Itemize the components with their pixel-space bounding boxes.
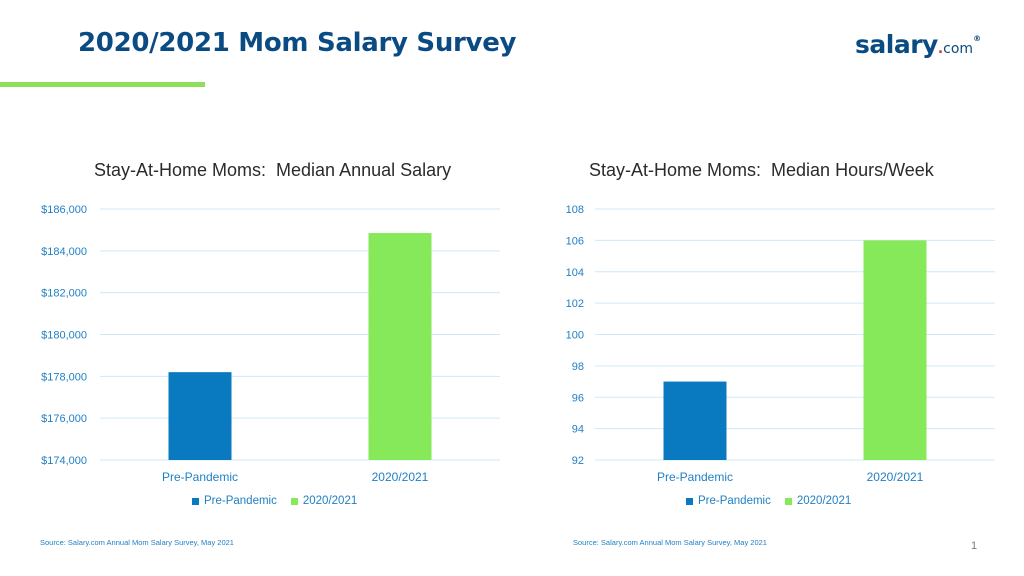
y-tick-label: 102 [566,298,584,310]
y-tick-label: $184,000 [41,246,87,258]
x-tick-label: Pre-Pandemic [162,470,238,484]
legend-swatch-pre-pandemic [686,497,693,505]
legend-swatch-2020-2021 [290,497,298,505]
y-tick-label: 108 [566,204,584,216]
y-tick-label: 100 [566,330,584,342]
legend-label-pre-pandemic: Pre-Pandemic [698,495,771,507]
chart-1-title: Stay-At-Home Moms: Median Annual Salary [94,160,452,180]
y-tick-label: $178,000 [41,371,87,383]
chart-2-title: Stay-At-Home Moms: Median Hours/Week [589,160,934,180]
y-tick-label: $174,000 [41,455,87,467]
chart-1-source: Source: Salary.com Annual Mom Salary Sur… [40,538,234,547]
chart-2-source: Source: Salary.com Annual Mom Salary Sur… [573,538,767,547]
bar-pre-pandemic [663,381,727,460]
x-tick-label: 2020/2021 [372,470,429,484]
y-tick-label: 98 [572,361,584,373]
logo-suffix: com [943,41,974,57]
y-tick-label: $186,000 [41,204,87,216]
logo-main-text: salary [855,30,938,59]
legend-item-2020-2021: 2020/2021 [290,495,358,507]
bar-2020-2021 [863,240,927,460]
bar-2020-2021 [368,233,432,460]
logo-dot: . [937,41,944,57]
legend-item-pre-pandemic: Pre-Pandemic [192,495,277,507]
logo-registered-mark: ® [973,34,982,43]
y-tick-label: 106 [566,235,584,247]
y-tick-label: $180,000 [41,330,87,342]
y-tick-label: $182,000 [41,288,87,300]
legend-label-2020-2021: 2020/2021 [796,495,852,507]
page-number: 1 [971,540,978,552]
legend-swatch-pre-pandemic [192,497,199,505]
x-tick-label: Pre-Pandemic [657,470,733,484]
legend-label-2020-2021: 2020/2021 [302,495,358,507]
chart-2-legend: Pre-Pandemic 2020/2021 [686,495,851,507]
y-tick-label: 104 [566,267,584,279]
y-tick-label: 92 [572,455,584,467]
bar-pre-pandemic [168,372,232,460]
page-title: 2020/2021 Mom Salary Survey [78,28,517,58]
y-tick-label: $176,000 [41,413,87,425]
legend-swatch-2020-2021 [784,497,792,505]
x-tick-label: 2020/2021 [867,470,924,484]
legend-label-pre-pandemic: Pre-Pandemic [204,495,277,507]
y-tick-label: 94 [572,424,584,436]
legend-item-2020-2021: 2020/2021 [784,495,852,507]
chart-1-legend: Pre-Pandemic 2020/2021 [192,495,357,507]
accent-bar [0,82,205,87]
salary-com-logo: salary.com® [855,30,981,59]
legend-item-pre-pandemic: Pre-Pandemic [686,495,771,507]
y-tick-label: 96 [572,392,584,404]
